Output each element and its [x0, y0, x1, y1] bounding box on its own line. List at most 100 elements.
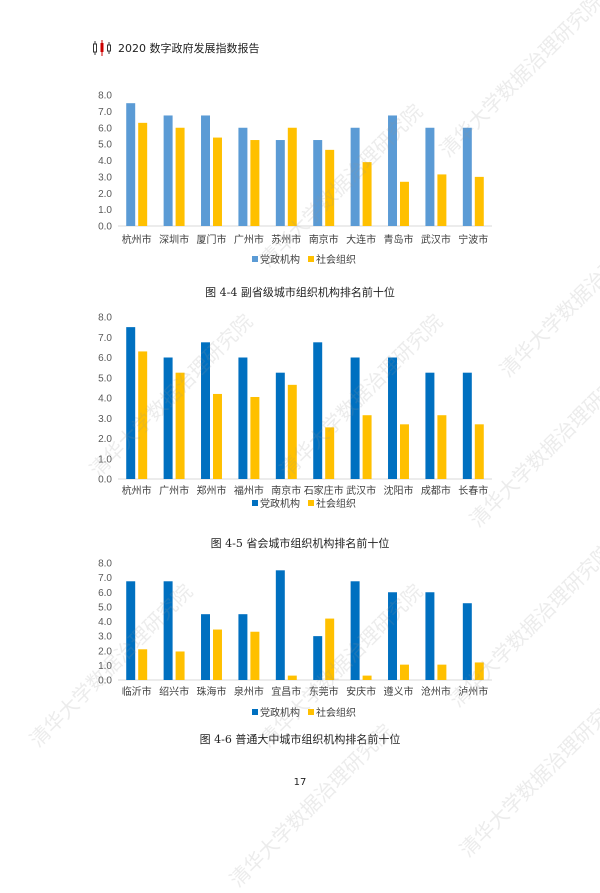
- bar-party-govt: [388, 115, 397, 226]
- bar-social-org: [325, 427, 335, 479]
- caption-4-6: 图 4-6 普通大中城市组织机构排名前十位: [199, 733, 401, 746]
- x-category-label: 杭州市: [122, 484, 152, 497]
- chart-4-6: 0.0 1.0 2.0 3.0 4.0 5.0 6.0 7.0 8.0 临沂市 绍兴市 珠海市 泉州市宜…: [98, 559, 492, 719]
- x-category-label: 福州市: [234, 484, 264, 497]
- y-tick-label: 4.0: [98, 617, 112, 628]
- bar-party-govt: [313, 636, 323, 680]
- legend-swatch: [252, 500, 258, 506]
- bar-social-org: [474, 176, 484, 226]
- bar-social-org: [437, 415, 447, 479]
- legend-label: 党政机构: [260, 253, 300, 266]
- bar-party-govt: [275, 570, 285, 680]
- bar-social-org: [474, 662, 484, 680]
- bar-party-govt: [425, 372, 435, 479]
- x-category-label: 东莞市: [309, 685, 339, 698]
- bar-social-org: [362, 675, 372, 680]
- bar-party-govt: [462, 127, 472, 226]
- x-category-label: 深圳市: [159, 233, 189, 246]
- bar-social-org: [474, 424, 484, 479]
- bar-social-org: [175, 127, 185, 226]
- bar-party-govt: [238, 357, 248, 479]
- bar-social-org: [213, 137, 222, 226]
- y-tick-label: 2.0: [98, 189, 112, 200]
- x-category-label: 沈阳市: [384, 484, 414, 497]
- bar-social-org: [437, 664, 447, 680]
- x-category-label: 武汉市: [421, 233, 451, 246]
- y-tick-label: 4.0: [98, 156, 112, 167]
- y-tick-label: 1.0: [98, 661, 112, 672]
- bar-party-govt: [462, 603, 472, 680]
- legend-label: 社会组织: [316, 706, 356, 719]
- bar-party-govt: [126, 581, 136, 680]
- x-category-label: 沧州市: [421, 685, 451, 698]
- x-category-label: 青岛市: [384, 233, 414, 246]
- bar-party-govt: [201, 115, 210, 226]
- bar-social-org: [213, 393, 222, 479]
- legend-swatch: [252, 709, 258, 715]
- header-title: 2020 数字政府发展指数报告: [118, 42, 260, 55]
- y-tick-label: 6.0: [98, 588, 112, 599]
- bar-party-govt: [462, 372, 472, 479]
- bar-party-govt: [275, 140, 285, 226]
- caption-4-4: 图 4-4 副省级城市组织机构排名前十位: [205, 286, 395, 299]
- x-category-label: 遵义市: [384, 685, 414, 698]
- bar-social-org: [250, 631, 260, 680]
- y-tick-label: 3.0: [98, 632, 112, 643]
- legend-swatch: [308, 256, 314, 262]
- bar-social-org: [437, 174, 447, 226]
- bar-social-org: [138, 649, 148, 680]
- x-category-label: 杭州市: [122, 233, 152, 246]
- y-tick-label: 3.0: [98, 172, 112, 183]
- y-tick-label: 7.0: [98, 573, 112, 584]
- bar-social-org: [400, 664, 409, 680]
- y-tick-label: 2.0: [98, 434, 112, 445]
- legend-swatch: [308, 709, 314, 715]
- y-tick-label: 5.0: [98, 373, 112, 384]
- x-category-label: 成都市: [421, 484, 451, 497]
- bar-party-govt: [388, 592, 397, 680]
- chart-4-4: 0.0 1.0 2.0 3.0 4.0 5.0 6.0 7.0 8.0 杭州市 深圳市 厦门市 广州市苏…: [98, 91, 492, 266]
- bar-party-govt: [163, 115, 173, 226]
- legend-label: 党政机构: [260, 706, 300, 719]
- bar-social-org: [362, 162, 372, 226]
- bar-social-org: [287, 127, 297, 226]
- bar-social-org: [250, 140, 260, 226]
- bar-party-govt: [350, 357, 360, 479]
- bar-social-org: [213, 629, 222, 680]
- bar-social-org: [175, 372, 185, 479]
- bar-party-govt: [163, 581, 173, 680]
- x-category-label: 苏州市: [271, 233, 301, 246]
- x-category-label: 泉州市: [234, 685, 264, 698]
- x-category-label: 绍兴市: [159, 685, 189, 698]
- caption-4-5: 图 4-5 省会城市组织机构排名前十位: [210, 537, 390, 550]
- bar-social-org: [175, 651, 185, 680]
- bar-social-org: [287, 384, 297, 479]
- y-tick-label: 0.0: [98, 475, 112, 486]
- x-category-label: 安庆市: [346, 685, 376, 698]
- candlestick-logo-icon: [93, 40, 111, 56]
- bar-social-org: [138, 351, 148, 479]
- bar-social-org: [287, 675, 297, 680]
- bar-party-govt: [126, 103, 136, 226]
- x-category-label: 南京市: [309, 233, 339, 246]
- legend-label: 党政机构: [260, 497, 300, 510]
- bar-party-govt: [313, 342, 323, 479]
- bar-party-govt: [126, 327, 136, 479]
- page-header: 2020 数字政府发展指数报告: [92, 40, 260, 56]
- y-tick-label: 2.0: [98, 646, 112, 657]
- bar-social-org: [325, 618, 335, 680]
- x-category-label: 广州市: [159, 484, 189, 497]
- x-category-label: 珠海市: [197, 685, 227, 698]
- x-category-label: 临沂市: [122, 685, 152, 698]
- y-tick-label: 8.0: [98, 91, 112, 102]
- legend-swatch: [252, 256, 258, 262]
- x-category-label: 广州市: [234, 233, 264, 246]
- y-tick-label: 7.0: [98, 107, 112, 118]
- bar-party-govt: [238, 127, 248, 226]
- page-number: 17: [293, 777, 307, 788]
- bar-social-org: [362, 415, 372, 479]
- x-category-label: 武汉市: [346, 484, 376, 497]
- bar-social-org: [138, 122, 148, 226]
- y-tick-label: 6.0: [98, 123, 112, 134]
- bar-party-govt: [425, 127, 435, 226]
